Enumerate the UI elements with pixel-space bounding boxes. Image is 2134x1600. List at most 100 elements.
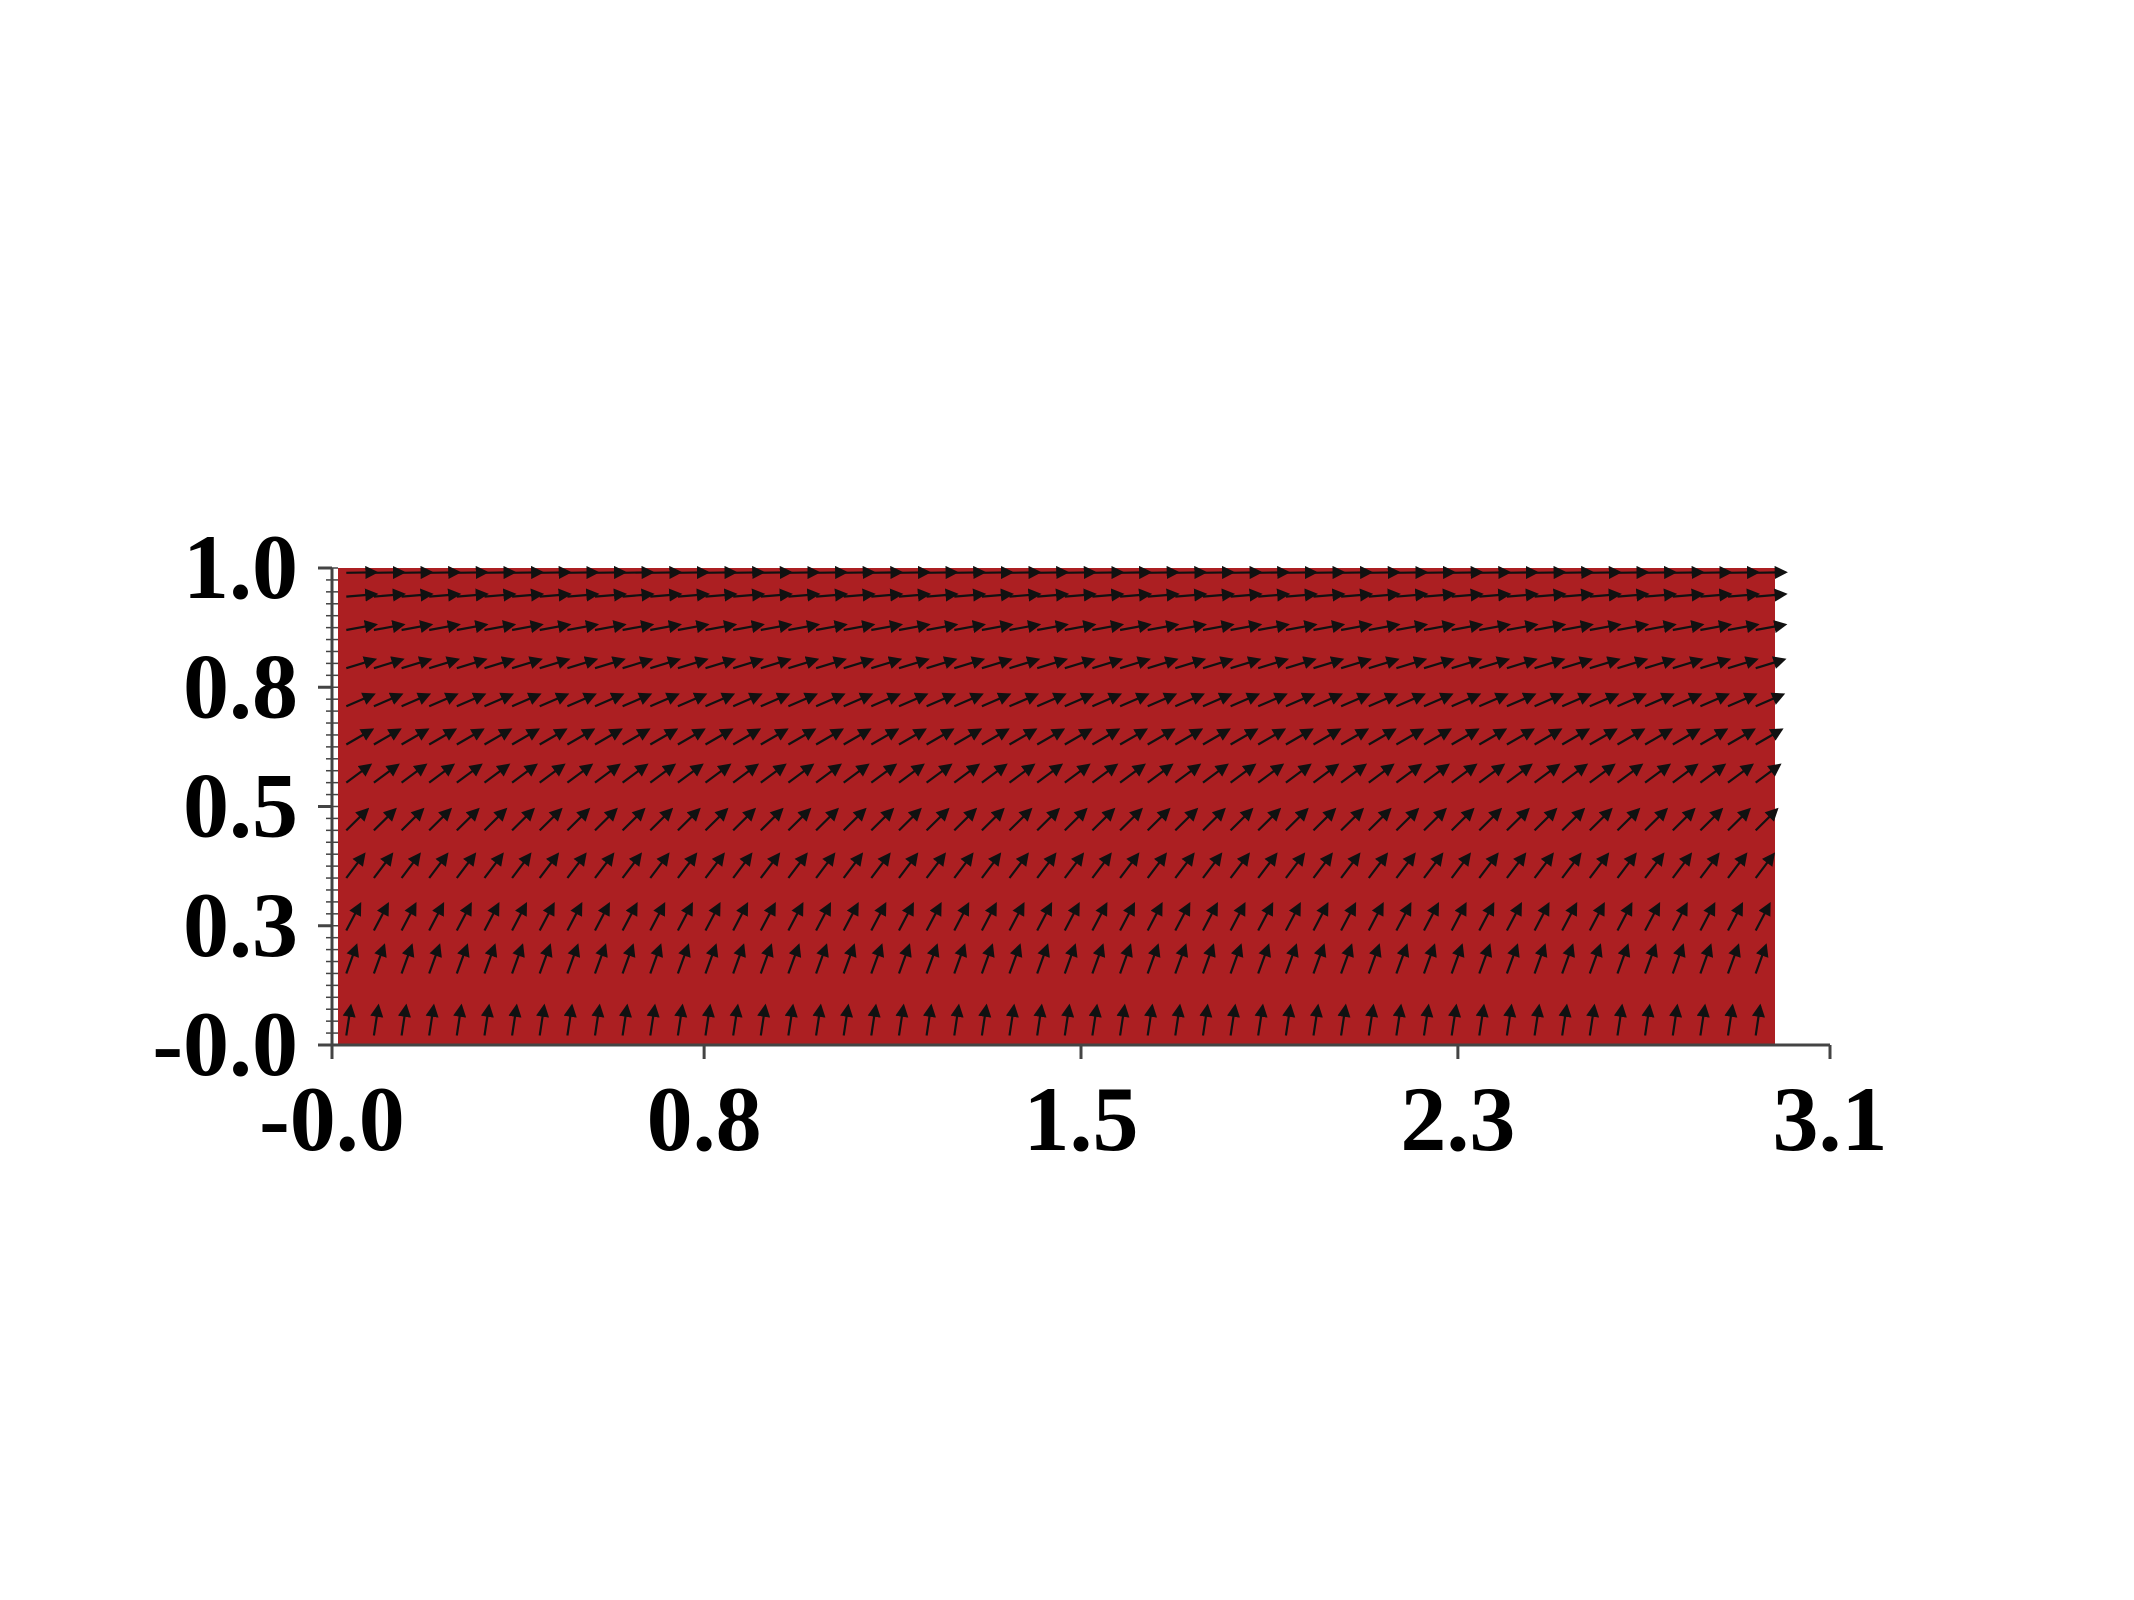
vector-arrow xyxy=(1561,902,1578,932)
vector-arrow xyxy=(511,728,541,746)
vector-arrow xyxy=(373,565,407,580)
vector-arrow xyxy=(1755,763,1782,784)
vector-arrow xyxy=(1257,656,1290,670)
vector-arrow xyxy=(621,852,643,879)
vector-arrow xyxy=(815,620,848,634)
vector-arrow xyxy=(1423,620,1456,634)
vector-arrow xyxy=(511,943,525,974)
vector-arrow xyxy=(925,943,940,974)
vector-arrow xyxy=(1341,565,1374,580)
vector-arrow xyxy=(483,763,511,784)
vector-arrow xyxy=(1009,692,1040,708)
vector-arrow xyxy=(400,807,425,832)
vector-arrow xyxy=(622,588,655,602)
x-tick-label: 2.3 xyxy=(1400,1068,1515,1170)
vector-arrow xyxy=(1506,807,1530,832)
vector-arrow xyxy=(1726,943,1741,974)
vector-arrow xyxy=(456,728,485,746)
vector-arrow xyxy=(1365,1003,1379,1036)
vector-arrow xyxy=(1033,1003,1047,1036)
vector-arrow xyxy=(538,943,553,974)
vector-arrow xyxy=(649,728,679,746)
vector-arrow xyxy=(538,852,560,879)
vector-arrow xyxy=(676,943,691,974)
vector-arrow xyxy=(926,620,959,634)
vector-arrow xyxy=(870,852,891,879)
vector-arrow xyxy=(566,852,587,879)
vector-arrow xyxy=(1395,943,1410,974)
vector-arrow xyxy=(539,728,568,746)
vector-arrow xyxy=(1367,943,1382,974)
vector-arrow xyxy=(1202,902,1218,932)
vector-arrow xyxy=(1505,943,1520,974)
vector-arrow xyxy=(1616,943,1631,974)
vector-arrow xyxy=(1422,943,1437,974)
vector-arrow xyxy=(1064,763,1091,784)
vector-arrow xyxy=(1588,852,1610,879)
vector-arrow xyxy=(1669,1003,1683,1036)
vector-arrow xyxy=(1285,620,1318,634)
vector-arrow xyxy=(1201,943,1216,974)
vector-arrow xyxy=(1147,588,1180,602)
vector-arrow xyxy=(1119,852,1140,879)
vector-arrow xyxy=(1534,656,1566,670)
vector-arrow xyxy=(1699,807,1724,832)
vector-arrow xyxy=(1063,902,1080,932)
vector-arrow xyxy=(1229,943,1244,974)
vector-arrow xyxy=(1727,763,1754,784)
vector-arrow xyxy=(1395,902,1412,932)
vector-arrow xyxy=(1036,656,1069,670)
vector-arrow xyxy=(1226,1003,1240,1036)
vector-arrow xyxy=(649,852,670,879)
vector-arrow xyxy=(1724,1003,1738,1036)
vector-arrow xyxy=(400,852,421,879)
vector-arrow xyxy=(843,763,870,784)
vector-arrow xyxy=(760,620,793,634)
vector-arrow xyxy=(1147,620,1180,634)
vector-arrow xyxy=(701,1003,715,1036)
vector-arrow xyxy=(1450,852,1472,879)
vector-arrow xyxy=(1450,807,1475,832)
vector-arrow xyxy=(816,588,849,602)
vector-arrow xyxy=(1561,852,1582,879)
vector-arrow xyxy=(649,943,663,974)
vector-arrow xyxy=(1396,656,1428,670)
vector-arrow xyxy=(1448,1003,1462,1036)
vector-arrow xyxy=(1312,902,1329,932)
vector-arrow xyxy=(511,620,544,634)
vector-arrow xyxy=(538,807,563,832)
vector-arrow xyxy=(926,692,957,708)
vector-arrow xyxy=(1616,852,1637,879)
vector-arrow xyxy=(1036,763,1064,784)
vector-arrow xyxy=(1617,656,1649,670)
vector-arrow xyxy=(953,656,986,670)
vector-arrow xyxy=(1257,902,1274,932)
vector-arrow xyxy=(649,807,674,832)
vector-arrow xyxy=(925,763,953,784)
vector-arrow xyxy=(593,943,608,974)
vector-arrow xyxy=(704,728,734,746)
vector-arrow xyxy=(1478,728,1508,746)
vector-arrow xyxy=(953,902,970,932)
vector-arrow xyxy=(898,692,929,708)
vector-arrow xyxy=(1092,656,1124,670)
vector-arrow xyxy=(925,902,942,932)
vector-arrow xyxy=(483,902,500,932)
vector-arrow xyxy=(1064,565,1097,580)
vector-arrow xyxy=(1175,620,1207,634)
vector-arrow xyxy=(1558,1003,1572,1036)
vector-arrow xyxy=(1092,588,1125,602)
vector-arrow xyxy=(1727,728,1756,746)
vector-arrow xyxy=(539,565,572,580)
vector-arrow xyxy=(401,620,434,634)
vector-arrow xyxy=(1727,588,1761,602)
vector-arrow xyxy=(1755,692,1786,708)
vector-arrow xyxy=(1617,620,1650,634)
vector-arrow xyxy=(981,763,1008,784)
vector-arrow xyxy=(1616,728,1646,746)
vector-arrow xyxy=(1312,763,1340,784)
x-tick-label: 1.5 xyxy=(1024,1068,1139,1170)
vector-arrow xyxy=(1063,943,1078,974)
vector-arrow xyxy=(428,807,453,832)
vector-arrow xyxy=(1562,565,1595,580)
